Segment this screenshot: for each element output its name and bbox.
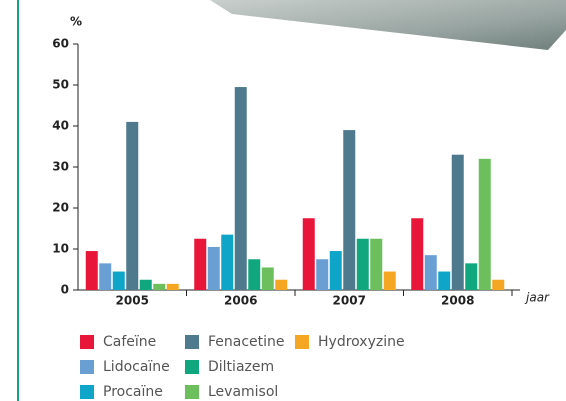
bar <box>303 218 315 290</box>
bar <box>113 272 125 290</box>
bar <box>370 239 382 290</box>
legend-swatch <box>295 335 309 349</box>
bar <box>438 272 450 290</box>
bar <box>126 122 138 290</box>
bar <box>343 130 355 290</box>
bar <box>452 155 464 290</box>
y-tick-label: 60 <box>52 37 69 51</box>
bar <box>411 218 423 290</box>
y-axis-label: % <box>70 15 82 29</box>
decorative-image <box>210 0 566 50</box>
legend-swatch <box>185 385 199 399</box>
bar <box>465 263 477 290</box>
bar <box>167 284 179 290</box>
y-tick-label: 30 <box>52 160 69 174</box>
legend-swatch <box>185 360 199 374</box>
y-tick-label: 0 <box>61 283 69 297</box>
legend-label: Procaïne <box>103 384 163 400</box>
bar <box>221 235 233 290</box>
legend-label: Lidocaïne <box>103 359 170 375</box>
chart: % jaar 0 10 20 30 40 50 60 2005 2006 2007 2008 Cafe… <box>0 0 566 401</box>
x-tick-label: 2007 <box>333 294 366 308</box>
bar <box>384 272 396 290</box>
legend-label: Fenacetine <box>208 334 285 350</box>
bar <box>86 251 98 290</box>
bar <box>330 251 342 290</box>
y-tick-label: 50 <box>52 78 69 92</box>
bar <box>425 255 437 290</box>
bar <box>248 259 260 290</box>
x-axis-label: jaar <box>524 291 550 305</box>
y-tick-label: 10 <box>52 242 69 256</box>
x-tick-label: 2006 <box>224 294 257 308</box>
x-tick-label: 2008 <box>441 294 474 308</box>
y-tick-label: 40 <box>52 119 69 133</box>
legend-label: Cafeïne <box>103 334 156 350</box>
bar <box>479 159 491 290</box>
legend-label: Levamisol <box>208 384 278 400</box>
bar <box>99 263 111 290</box>
bar <box>262 267 274 290</box>
legend-swatch <box>80 385 94 399</box>
bar <box>275 280 287 290</box>
bar <box>357 239 369 290</box>
bar <box>153 284 165 290</box>
legend-swatch <box>185 335 199 349</box>
legend-label: Diltiazem <box>208 359 274 375</box>
bar <box>492 280 504 290</box>
bar <box>316 259 328 290</box>
legend-swatch <box>80 335 94 349</box>
bar <box>140 280 152 290</box>
x-tick-label: 2005 <box>116 294 149 308</box>
bar <box>208 247 220 290</box>
bar <box>235 87 247 290</box>
bar <box>194 239 206 290</box>
y-tick-label: 20 <box>52 201 69 215</box>
legend-label: Hydroxyzine <box>318 334 405 350</box>
legend-swatch <box>80 360 94 374</box>
